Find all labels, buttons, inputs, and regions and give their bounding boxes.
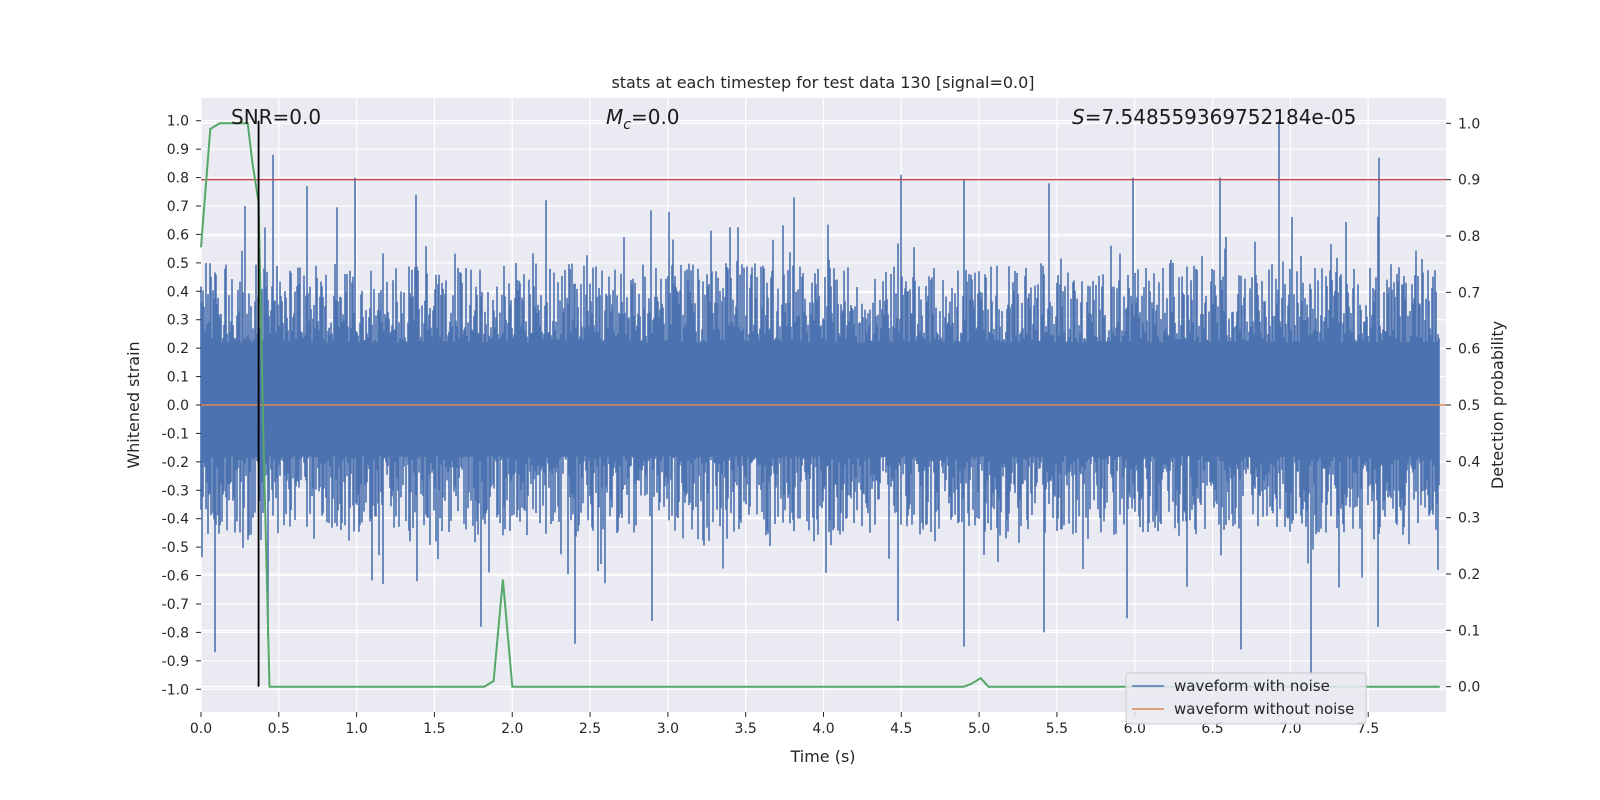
y-tick-label: 0.5: [167, 256, 189, 272]
y2-tick-label: 0.8: [1458, 229, 1480, 245]
s-symbol: S: [1072, 105, 1085, 129]
x-tick-label: 3.5: [735, 721, 757, 737]
x-tick-label: 2.0: [501, 721, 523, 737]
x-tick-label: 6.5: [1201, 721, 1223, 737]
detection-probability-line: [200, 122, 1440, 688]
noise-waveform-line: [200, 120, 1440, 675]
y-tick-label: 0.0: [167, 398, 189, 414]
y-tick-label: 0.4: [167, 284, 189, 300]
y2-tick-label: 0.4: [1458, 454, 1480, 470]
y2-tick-label: 0.6: [1458, 342, 1480, 358]
y-tick-label: -0.4: [162, 512, 189, 528]
y-tick-label: -0.2: [162, 455, 189, 471]
y-tick-label: -0.1: [162, 426, 189, 442]
x-tick-label: 3.0: [657, 721, 679, 737]
y-tick-label: -0.8: [162, 625, 189, 641]
y-tick-label: -0.6: [162, 569, 189, 585]
mc-subscript: c: [623, 117, 631, 133]
y-tick-label: 0.1: [167, 370, 189, 386]
y-tick-label: 0.2: [167, 341, 189, 357]
y-tick-label: -0.5: [162, 540, 189, 556]
overlay-series: [200, 120, 1446, 688]
y-tick-label: -1.0: [162, 682, 189, 698]
noise-series: [200, 120, 1440, 675]
y-tick-label: 0.9: [167, 142, 189, 158]
legend-label-clean: waveform without noise: [1174, 700, 1354, 718]
y2-tick-label: 0.3: [1458, 511, 1480, 527]
axes: 0.0 0.5 1.0 1.5 2.0 2.5 3.0 3.5 4.0 4.5 5.0 5.5 6.0 6…: [162, 114, 1481, 737]
chart-title: stats at each timestep for test data 130…: [611, 73, 1034, 92]
x-tick-label: 7.0: [1279, 721, 1301, 737]
x-tick-label: 7.5: [1357, 721, 1379, 737]
y-tick-label: -0.7: [162, 597, 189, 613]
mc-annotation: Mc=0.0: [606, 105, 680, 133]
x-tick-label: 2.5: [579, 721, 601, 737]
y2-axis-label: Detection probability: [1488, 321, 1507, 489]
legend-label-noise: waveform with noise: [1174, 677, 1330, 695]
y-tick-label: 0.3: [167, 313, 189, 329]
x-tick-label: 0.5: [268, 721, 290, 737]
s-annotation: S=7.548559369752184e-05: [1072, 105, 1356, 129]
x-tick-label: 6.0: [1124, 721, 1146, 737]
x-tick-label: 1.5: [423, 721, 445, 737]
y2-tick-label: 1.0: [1458, 116, 1480, 132]
y2-tick-label: 0.9: [1458, 173, 1480, 189]
y-tick-label: -0.9: [162, 654, 189, 670]
x-tick-label: 1.0: [345, 721, 367, 737]
x-tick-label: 5.5: [1046, 721, 1068, 737]
x-tick-label: 5.0: [968, 721, 990, 737]
x-tick-label: 4.0: [812, 721, 834, 737]
mc-value: =0.0: [631, 105, 680, 129]
x-tick-label: 0.0: [190, 721, 212, 737]
y2-tick-label: 0.1: [1458, 623, 1480, 639]
snr-annotation: SNR=0.0: [231, 105, 321, 129]
x-tick-label: 4.5: [890, 721, 912, 737]
mc-symbol: M: [606, 105, 623, 129]
y-tick-label: -0.3: [162, 483, 189, 499]
y-tick-label: 0.7: [167, 199, 189, 215]
y-tick-label: 0.8: [167, 171, 189, 187]
legend-box: [1125, 672, 1367, 725]
x-axis-label: Time (s): [789, 747, 855, 766]
y-tick-label: 0.6: [167, 227, 189, 243]
y2-tick-label: 0.2: [1458, 567, 1480, 583]
legend: waveform with noise waveform without noi…: [1125, 672, 1367, 725]
y2-tick-label: 0.5: [1458, 398, 1480, 414]
y2-tick-label: 0.0: [1458, 680, 1480, 696]
y-tick-label: 1.0: [167, 114, 189, 130]
s-value: =7.548559369752184e-05: [1085, 105, 1357, 129]
y-axis-label: Whitened strain: [124, 341, 143, 468]
y2-tick-label: 0.7: [1458, 285, 1480, 301]
